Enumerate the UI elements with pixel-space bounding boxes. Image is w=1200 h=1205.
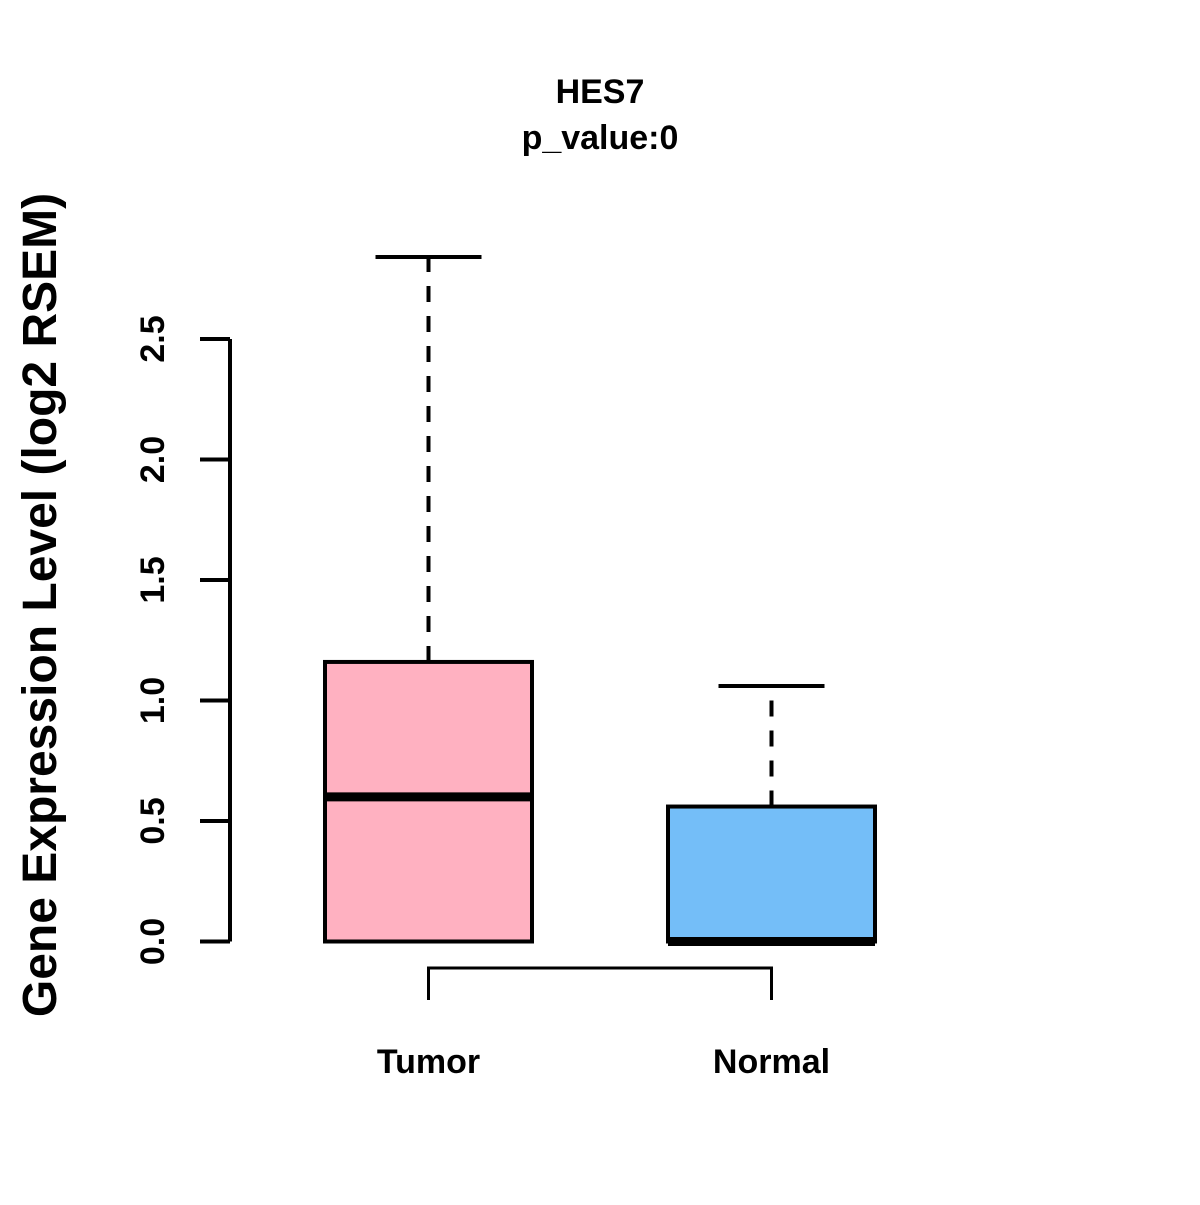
y-tick-label: 0.0 (134, 918, 172, 965)
y-tick-label: 2.0 (134, 436, 172, 483)
y-tick-label: 1.5 (134, 556, 172, 603)
x-category-label-tumor: Tumor (377, 1043, 480, 1081)
chart-title: HES7 (556, 73, 645, 111)
tumor-iqr-box (323, 659, 534, 944)
y-tick-label: 2.5 (134, 315, 172, 362)
chart-shapes: 0.0 0.5 1.0 1.5 2.0 2.5 (134, 255, 877, 1000)
y-tick-label: 0.5 (134, 797, 172, 844)
comparison-bracket (427, 966, 773, 1000)
chart-subtitle-pvalue: p_value:0 (522, 119, 679, 157)
y-tick-label: 1.0 (134, 677, 172, 724)
normal-iqr-box (666, 804, 877, 944)
x-category-label-normal: Normal (713, 1043, 830, 1081)
y-axis-label: Gene Expression Level (log2 RSEM) (14, 193, 67, 1017)
